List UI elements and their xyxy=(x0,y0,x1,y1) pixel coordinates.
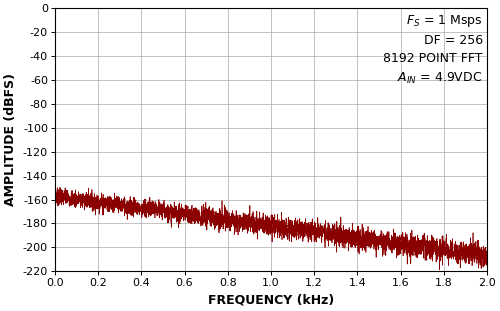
Y-axis label: AMPLITUDE (dBFS): AMPLITUDE (dBFS) xyxy=(4,73,17,206)
X-axis label: FREQUENCY (kHz): FREQUENCY (kHz) xyxy=(208,294,334,307)
Text: $F_S$ = 1 Msps
DF = 256
8192 POINT FFT
$A_{IN}$ = 4.9VDC: $F_S$ = 1 Msps DF = 256 8192 POINT FFT $… xyxy=(383,13,482,86)
